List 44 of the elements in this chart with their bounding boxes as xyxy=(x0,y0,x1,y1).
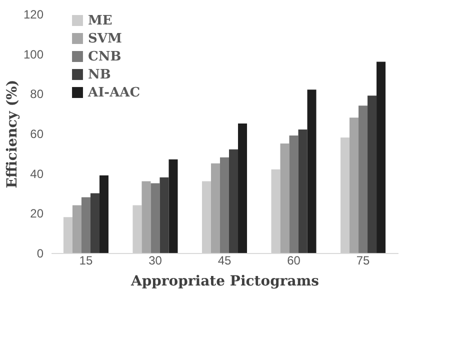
bar xyxy=(280,143,290,253)
y-tick-label: 60 xyxy=(30,127,44,141)
y-tick-label: 20 xyxy=(30,206,44,221)
bar xyxy=(210,163,220,253)
bar xyxy=(358,106,368,253)
legend-label: CNB xyxy=(88,50,122,64)
bar xyxy=(168,159,178,253)
bar xyxy=(376,62,386,253)
x-tick-label: 30 xyxy=(148,254,162,268)
bar xyxy=(220,157,229,253)
y-tick-label: 120 xyxy=(23,8,44,22)
x-tick-label: 15 xyxy=(79,254,93,268)
bar xyxy=(271,169,280,253)
y-tick-label: 100 xyxy=(23,47,44,62)
bar xyxy=(298,130,308,253)
x-axis-title: Appropriate Pictograms xyxy=(130,274,320,290)
legend-label: NB xyxy=(88,68,111,82)
y-tick-label: 40 xyxy=(30,166,44,181)
x-tick-label: 75 xyxy=(356,254,370,268)
bar xyxy=(368,96,377,253)
y-tick-label: 0 xyxy=(36,246,44,260)
bar xyxy=(340,137,350,253)
bar xyxy=(238,124,248,253)
bar xyxy=(99,175,108,253)
bar xyxy=(150,183,160,253)
bar xyxy=(63,217,72,253)
x-tick-label: 45 xyxy=(218,254,232,268)
bar xyxy=(289,135,298,253)
bar xyxy=(81,197,90,253)
bar xyxy=(72,205,82,253)
bar xyxy=(160,177,169,253)
legend-label: SVM xyxy=(88,32,122,46)
bar xyxy=(229,149,238,253)
bar xyxy=(307,90,316,253)
x-tick-label: 60 xyxy=(287,254,301,268)
y-tick-label: 80 xyxy=(30,87,44,102)
bar xyxy=(132,205,142,253)
bar xyxy=(90,193,100,253)
legend-label: ME xyxy=(88,14,112,28)
bar xyxy=(202,181,211,253)
bar xyxy=(142,181,151,253)
bar xyxy=(350,118,359,253)
legend-label: AI-AAC xyxy=(87,86,140,100)
y-axis-title: Efficiency (%) xyxy=(4,80,20,188)
